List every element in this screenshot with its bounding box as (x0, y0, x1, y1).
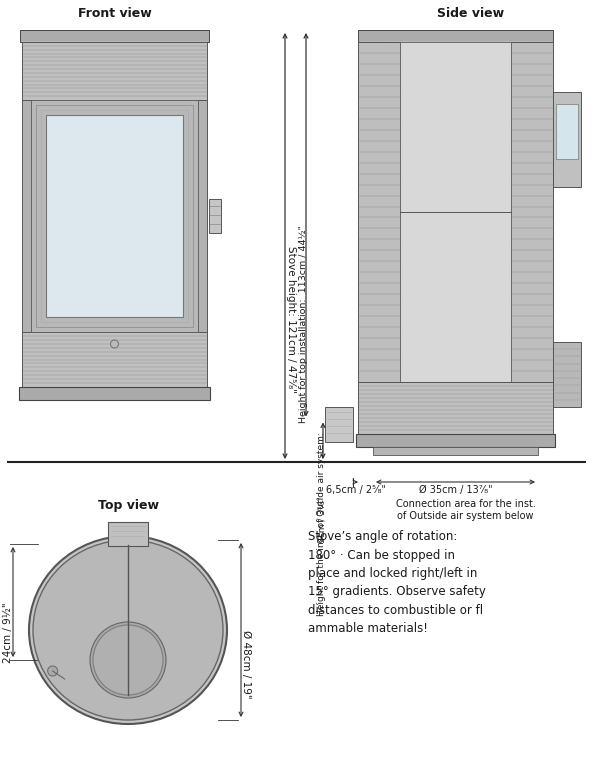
Bar (31, 100, 198, 332)
Text: Connection area for the inst.
of Outside air system below: Connection area for the inst. of Outside… (395, 499, 535, 521)
Text: 9cm / 3⁵⁄₈": 9cm / 3⁵⁄₈" (317, 496, 326, 543)
Bar (22, 332, 207, 387)
Bar (19, 387, 210, 400)
Bar (400, 42, 511, 382)
Circle shape (90, 622, 166, 698)
Bar (356, 434, 555, 447)
Text: 24cm / 9½": 24cm / 9½" (3, 602, 13, 663)
Text: Height for the inst. of Outide air system:: Height for the inst. of Outide air syste… (317, 433, 326, 616)
Bar (22, 100, 31, 332)
Bar (108, 522, 148, 546)
Text: Height for top installation:  113cm / 44½": Height for top installation: 113cm / 44½… (299, 225, 308, 423)
Ellipse shape (33, 540, 223, 720)
Bar (22, 42, 207, 100)
Bar (511, 42, 553, 382)
Circle shape (110, 340, 119, 348)
Bar (358, 382, 553, 434)
Text: 6,5cm / 2⁵⁄₈": 6,5cm / 2⁵⁄₈" (325, 485, 386, 495)
Bar (553, 342, 581, 407)
Text: Ø 48cm / 19": Ø 48cm / 19" (241, 630, 251, 698)
Bar (358, 30, 553, 42)
Bar (553, 92, 581, 187)
Bar (373, 447, 538, 455)
Bar (556, 104, 578, 159)
Text: Top view: Top view (97, 499, 158, 512)
Bar (198, 100, 207, 332)
Bar (36, 105, 193, 327)
Bar (358, 42, 400, 382)
Circle shape (47, 666, 58, 676)
Text: Stove’s angle of rotation:
180° · Can be stopped in
place and locked right/left : Stove’s angle of rotation: 180° · Can be… (308, 530, 486, 635)
Text: Stove height: 121cm / 47⁵⁄₈": Stove height: 121cm / 47⁵⁄₈" (286, 246, 296, 393)
Bar (325, 407, 353, 442)
Bar (41, 110, 188, 322)
Bar (209, 199, 221, 233)
Text: Side view: Side view (437, 7, 504, 20)
Text: Front view: Front view (77, 7, 151, 20)
Circle shape (93, 625, 163, 695)
Bar (31, 100, 198, 332)
Bar (20, 30, 209, 42)
Bar (46, 115, 183, 317)
Text: Ø 35cm / 13⁷⁄₈": Ø 35cm / 13⁷⁄₈" (419, 485, 493, 495)
Bar (388, 42, 528, 56)
Ellipse shape (29, 536, 227, 724)
